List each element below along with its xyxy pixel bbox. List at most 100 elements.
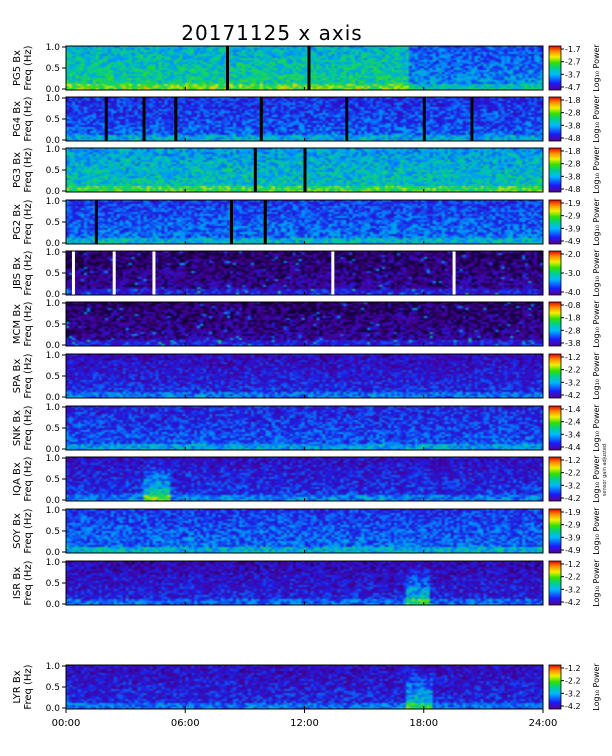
y-tick-label: 0.0 <box>46 548 61 558</box>
colorbar-tick-label: -2.9 <box>565 521 581 530</box>
colorbar-tick-label: -2.2 <box>565 366 581 375</box>
colorbar-label: Log₁₀ Power <box>592 507 601 555</box>
y-tick-label: 0.0 <box>46 290 61 300</box>
colorbar <box>548 250 562 296</box>
colorbar-label: Log₁₀ Power <box>592 404 601 452</box>
y-tick-label: 0.5 <box>46 424 60 434</box>
freq-axis-label: Freq (Hz) <box>23 664 34 709</box>
freq-axis-label: Freq (Hz) <box>23 301 34 346</box>
spectrogram-heatmap <box>66 457 543 501</box>
colorbar-tick-label: -3.2 <box>565 585 581 594</box>
station-label: MCM Bx <box>12 304 23 344</box>
station-panel: 0.0 0.5 1.0 SNK Bx Freq (Hz) -1.4 -2.4 -3.4 -4.4… <box>12 403 601 455</box>
freq-axis-label: Freq (Hz) <box>23 353 34 398</box>
freq-axis-label: Freq (Hz) <box>23 508 34 553</box>
colorbar-tick-label: -3.9 <box>565 224 581 233</box>
station-panel: 0.0 0.5 1.0 PG5 Bx Freq (Hz) -1.7 -2.7 -3.7 -4.7… <box>12 43 601 95</box>
y-tick-label: 1.0 <box>46 351 61 361</box>
spectrogram-heatmap <box>66 251 543 295</box>
colorbar-label: Log₁₀ Power <box>592 44 601 92</box>
data-gap-line <box>470 97 474 141</box>
y-tick-label: 0.0 <box>46 341 61 351</box>
colorbar <box>548 456 562 502</box>
y-tick-label: 0.0 <box>46 445 61 455</box>
station-panel: 0.0 0.5 1.0 PG4 Bx Freq (Hz) -1.8 -2.8 -3.8 -4.8… <box>12 94 601 146</box>
colorbar-label: Log₁₀ Power <box>592 198 601 246</box>
station-panel: 0.0 0.5 1.0 JBS Bx Freq (Hz) -2.0 -3.0 -4.0 Log₁… <box>12 248 601 300</box>
freq-axis-label: Freq (Hz) <box>23 560 34 605</box>
colorbar-tick-label: -3.9 <box>565 533 581 542</box>
y-tick-label: 0.0 <box>46 239 61 249</box>
colorbar-tick-label: -4.2 <box>565 391 581 400</box>
colorbar-tick-label: -4.2 <box>565 702 581 711</box>
data-gap-line <box>345 97 349 141</box>
colorbar-tick-label: -3.8 <box>565 339 581 348</box>
spectrogram-heatmap <box>66 46 543 90</box>
x-tick-label: 24:00 <box>529 718 558 729</box>
colorbar-tick-label: -1.8 <box>565 147 581 156</box>
y-tick-label: 0.5 <box>46 320 60 330</box>
colorbar-label: Log₁₀ Power <box>592 663 601 711</box>
station-label: IQA Bx <box>12 462 23 496</box>
y-tick-label: 0.0 <box>46 187 61 197</box>
data-gap-line <box>253 148 257 192</box>
colorbar-tick-label: -4.2 <box>565 494 581 503</box>
station-panel: 0.0 0.5 1.0 ISR Bx Freq (Hz) -1.2 -2.2 -3.2 -4.2… <box>12 558 601 610</box>
spectrogram-heatmap <box>66 406 543 450</box>
y-tick-label: 1.0 <box>46 558 61 568</box>
colorbar-tick-label: -1.2 <box>565 560 581 569</box>
freq-axis-label: Freq (Hz) <box>23 405 34 450</box>
colorbar-label: Log₁₀ Power <box>592 455 601 503</box>
colorbar-tick-label: -2.9 <box>565 212 581 221</box>
station-panel: 0.0 0.5 1.0 IQA Bx Freq (Hz) -1.2 -2.2 -3.2 -4.2… <box>12 454 601 506</box>
station-label: PG3 Bx <box>12 152 23 188</box>
colorbar <box>548 508 562 554</box>
data-gap-line <box>225 46 229 90</box>
data-gap-line <box>303 148 307 192</box>
station-label: JBS Bx <box>12 257 23 290</box>
colorbar-tick-label: -4.4 <box>565 443 581 452</box>
colorbar-tick-label: -2.2 <box>565 573 581 582</box>
colorbar <box>548 664 562 710</box>
colorbar-tick-label: -1.2 <box>565 353 581 362</box>
colorbar-label: Log₁₀ Power <box>592 300 601 348</box>
y-tick-label: 0.0 <box>46 136 61 146</box>
data-gap-line <box>142 97 146 141</box>
data-gap-line <box>152 251 156 295</box>
spectrogram-heatmap <box>66 665 543 709</box>
station-label: SPA Bx <box>12 359 23 394</box>
y-tick-label: 0.5 <box>46 166 60 176</box>
y-tick-label: 0.5 <box>46 579 60 589</box>
freq-axis-label: Freq (Hz) <box>23 250 34 295</box>
y-tick-label: 0.5 <box>46 218 60 228</box>
time-axis: 00:00 06:00 12:00 18:00 24:00 <box>52 709 558 729</box>
station-panel: 0.0 0.5 1.0 SOY Bx Freq (Hz) -1.9 -2.9 -3.9 -4.9… <box>12 506 601 558</box>
y-tick-label: 0.5 <box>46 372 60 382</box>
colorbar-tick-label: -2.4 <box>565 418 581 427</box>
station-panel: 0.0 0.5 1.0 MCM Bx Freq (Hz) -0.8 -1.8 -2.8 -3.8… <box>12 299 601 351</box>
data-gap-line <box>174 97 178 141</box>
colorbar-tick-label: -4.9 <box>565 546 581 555</box>
station-label: ISR Bx <box>12 567 23 599</box>
y-tick-label: 1.0 <box>46 403 61 413</box>
data-gap-line <box>331 251 335 295</box>
colorbar-tick-label: -0.8 <box>565 301 581 310</box>
station-label: PG4 Bx <box>12 101 23 137</box>
data-gap-line <box>259 97 263 141</box>
data-gap-line <box>229 200 233 244</box>
station-panel: 0.0 0.5 1.0 PG3 Bx Freq (Hz) -1.8 -2.8 -3.8 -4.8… <box>12 145 601 197</box>
y-tick-label: 0.0 <box>46 393 61 403</box>
colorbar-tick-label: -1.8 <box>565 314 581 323</box>
data-gap-line <box>452 251 456 295</box>
colorbar-tick-label: -2.2 <box>565 677 581 686</box>
colorbar-label: Log₁₀ Power <box>592 249 601 297</box>
y-tick-label: 0.5 <box>46 64 60 74</box>
y-tick-label: 1.0 <box>46 94 61 104</box>
colorbar-label: Log₁₀ Power <box>592 352 601 400</box>
station-label: PG2 Bx <box>12 204 23 240</box>
station-label: LYR Bx <box>12 670 23 703</box>
colorbar-tick-label: -2.7 <box>565 58 581 67</box>
colorbar-tick-label: -4.2 <box>565 598 581 607</box>
x-tick-label: 00:00 <box>52 718 81 729</box>
freq-axis-label: Freq (Hz) <box>23 147 34 192</box>
